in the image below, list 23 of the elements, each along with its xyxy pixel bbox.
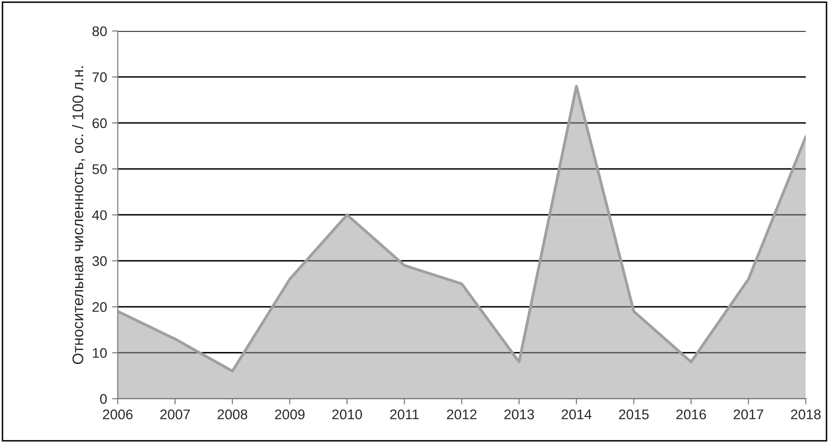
y-tick-label: 40 bbox=[92, 210, 107, 220]
x-tick-label: 2008 bbox=[218, 409, 248, 420]
x-tick-label: 2012 bbox=[447, 409, 477, 420]
y-tick-label: 20 bbox=[92, 302, 107, 312]
x-tick-label: 2014 bbox=[562, 409, 592, 420]
y-tick-label: 0 bbox=[100, 394, 107, 404]
y-tick-label: 10 bbox=[92, 348, 107, 358]
x-tick-label: 2007 bbox=[160, 409, 190, 420]
x-tick-label: 2016 bbox=[676, 409, 706, 420]
x-tick-label: 2011 bbox=[390, 409, 419, 420]
y-axis-title: Относительная численность, ос. / 100 л.н. bbox=[72, 66, 86, 364]
x-tick-label: 2017 bbox=[734, 409, 764, 420]
x-tick-label: 2010 bbox=[332, 409, 362, 420]
x-tick-label: 2018 bbox=[791, 409, 821, 420]
y-tick-label: 30 bbox=[92, 256, 107, 266]
y-tick-label: 50 bbox=[92, 164, 107, 174]
x-tick-label: 2006 bbox=[102, 409, 133, 420]
y-tick-label: 70 bbox=[92, 72, 107, 82]
x-tick-label: 2009 bbox=[274, 409, 305, 420]
x-tick-label: 2013 bbox=[504, 409, 534, 420]
x-tick-label: 2015 bbox=[619, 409, 649, 420]
y-tick-label: 60 bbox=[92, 118, 107, 128]
y-tick-label: 80 bbox=[92, 26, 107, 36]
